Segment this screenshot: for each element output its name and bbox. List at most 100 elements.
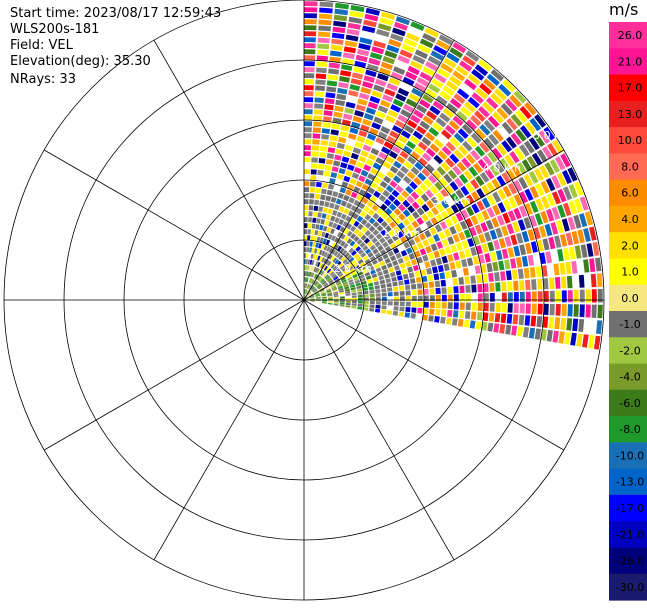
range-gate (405, 285, 410, 290)
range-gate (304, 145, 311, 150)
colorbar-tick-label: -6.0 (619, 397, 640, 410)
colorbar-tick-label: -8.0 (619, 423, 640, 436)
range-gate (448, 302, 453, 309)
colorbar-tick-label: 8.0 (621, 160, 639, 173)
range-gate (355, 142, 364, 149)
colorbar-tick-label: 10.0 (618, 134, 643, 147)
range-gate (310, 236, 314, 241)
range-gate (470, 320, 476, 328)
range-gate (401, 250, 407, 257)
range-gate (309, 248, 312, 253)
range-gate (337, 88, 347, 95)
range-gate (471, 312, 477, 320)
range-gate (397, 275, 403, 280)
range-gate (352, 173, 359, 180)
range-gate (513, 281, 518, 291)
range-gate (308, 211, 312, 216)
range-gate (476, 275, 482, 284)
range-gate (476, 321, 482, 330)
range-gate (364, 301, 369, 304)
range-gate (502, 249, 509, 259)
range-gate (537, 279, 543, 290)
range-gate (547, 330, 553, 342)
range-gate (519, 280, 525, 290)
range-gate (357, 49, 369, 56)
range-gate (566, 318, 572, 331)
range-gate (454, 302, 459, 309)
range-gate (445, 271, 451, 278)
range-gate (513, 246, 520, 257)
range-gate (345, 189, 352, 196)
range-gate (340, 303, 345, 305)
range-gate (381, 310, 386, 314)
range-gate (403, 255, 409, 261)
range-gate (318, 32, 330, 38)
range-gate (304, 67, 315, 72)
range-gate (304, 73, 314, 78)
range-gate (505, 325, 511, 335)
range-gate (451, 270, 457, 278)
range-gate (493, 323, 499, 332)
range-gate (477, 284, 482, 292)
range-gate (377, 271, 383, 276)
range-gate (316, 218, 321, 223)
colorbar-tick-label: -2.0 (619, 344, 640, 357)
range-gate (333, 27, 346, 33)
range-gate (514, 303, 519, 313)
range-gate (490, 252, 497, 262)
range-gate (442, 302, 447, 309)
range-gate (315, 92, 325, 98)
range-gate (399, 286, 404, 291)
range-gate (484, 303, 489, 311)
range-gate (358, 301, 363, 304)
range-gate (579, 275, 585, 288)
colorbar-tick-label: 17.0 (618, 82, 643, 95)
range-gate (320, 146, 328, 152)
range-gate (439, 248, 446, 256)
range-gate (320, 219, 325, 225)
range-gate (369, 286, 374, 290)
range-gate (331, 39, 343, 45)
range-gate (341, 64, 352, 71)
range-gate (350, 11, 364, 18)
range-gate (324, 104, 333, 110)
range-gate (399, 312, 404, 317)
range-gate (304, 181, 309, 186)
range-gate (548, 237, 555, 249)
range-gate (406, 290, 411, 295)
range-gate (322, 122, 331, 128)
range-gate (415, 271, 421, 277)
range-gate (369, 290, 374, 294)
range-gate (354, 167, 362, 174)
range-gate (313, 212, 318, 217)
range-gate (405, 261, 411, 267)
range-gate (340, 70, 351, 77)
range-gate (459, 251, 466, 260)
range-gate (436, 302, 441, 308)
azimuth-spoke (44, 150, 304, 300)
range-gate (364, 294, 369, 297)
colorbar-tick-label: 26.0 (618, 29, 643, 42)
range-gate (447, 287, 452, 294)
range-gate (393, 287, 398, 292)
range-gate (578, 319, 584, 332)
range-gate (487, 263, 493, 272)
range-gate (392, 282, 397, 287)
range-gate (487, 242, 494, 252)
range-gate (339, 76, 350, 83)
range-gate (580, 290, 585, 303)
range-gate (433, 234, 440, 242)
range-gate (313, 122, 321, 127)
range-gate (316, 62, 327, 68)
range-gate (436, 288, 441, 294)
range-gate (449, 262, 455, 270)
range-gate (495, 282, 500, 291)
range-gate (334, 297, 339, 299)
range-gate (354, 110, 364, 117)
range-gate (322, 183, 328, 189)
range-gate (530, 267, 536, 278)
range-gate (359, 93, 370, 100)
range-gate (334, 15, 347, 21)
range-gate (315, 98, 324, 104)
